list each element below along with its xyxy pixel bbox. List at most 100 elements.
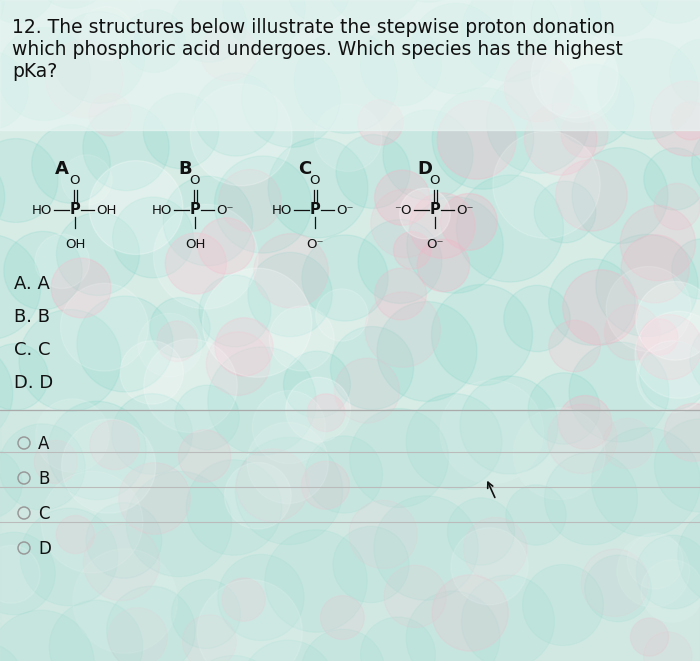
- Circle shape: [374, 170, 430, 225]
- Circle shape: [463, 518, 527, 581]
- Circle shape: [0, 234, 41, 340]
- Circle shape: [163, 176, 253, 266]
- Circle shape: [36, 399, 109, 472]
- Circle shape: [690, 0, 700, 7]
- Circle shape: [222, 578, 265, 621]
- Circle shape: [218, 555, 304, 641]
- Circle shape: [411, 3, 501, 94]
- Circle shape: [461, 575, 554, 661]
- Circle shape: [581, 549, 649, 617]
- Text: which phosphoric acid undergoes. Which species has the highest: which phosphoric acid undergoes. Which s…: [12, 40, 623, 59]
- Text: A: A: [55, 160, 69, 178]
- Circle shape: [119, 463, 190, 534]
- Circle shape: [20, 508, 118, 605]
- Circle shape: [513, 0, 571, 39]
- Circle shape: [241, 49, 340, 147]
- Circle shape: [417, 239, 470, 292]
- Circle shape: [522, 564, 603, 646]
- Bar: [0, 0, 700, 130]
- Circle shape: [563, 270, 638, 345]
- Circle shape: [440, 194, 497, 251]
- Text: O⁻: O⁻: [426, 238, 444, 251]
- Circle shape: [637, 315, 700, 379]
- Circle shape: [400, 188, 450, 239]
- Circle shape: [185, 656, 281, 661]
- Circle shape: [431, 284, 533, 385]
- Circle shape: [34, 440, 78, 484]
- Circle shape: [374, 496, 478, 600]
- Circle shape: [323, 0, 424, 25]
- Circle shape: [603, 418, 653, 469]
- Circle shape: [549, 258, 636, 345]
- Circle shape: [584, 555, 651, 622]
- Circle shape: [195, 73, 278, 156]
- Text: P: P: [69, 202, 80, 217]
- Circle shape: [46, 40, 123, 118]
- Circle shape: [358, 100, 403, 145]
- Circle shape: [636, 340, 700, 413]
- Circle shape: [53, 12, 145, 103]
- Circle shape: [654, 183, 700, 229]
- Circle shape: [0, 424, 85, 510]
- Circle shape: [223, 0, 305, 49]
- Text: HO: HO: [152, 204, 172, 217]
- Circle shape: [670, 39, 700, 106]
- Circle shape: [144, 339, 237, 432]
- Circle shape: [640, 341, 700, 410]
- Circle shape: [284, 351, 351, 418]
- Circle shape: [219, 169, 281, 231]
- Circle shape: [486, 71, 589, 173]
- Circle shape: [528, 373, 600, 444]
- Text: A: A: [38, 435, 50, 453]
- Circle shape: [461, 0, 561, 81]
- Circle shape: [559, 395, 612, 449]
- Circle shape: [438, 100, 516, 179]
- Circle shape: [451, 527, 528, 605]
- Circle shape: [202, 268, 312, 377]
- Circle shape: [32, 0, 113, 8]
- Circle shape: [186, 460, 281, 555]
- Circle shape: [690, 320, 700, 398]
- Circle shape: [215, 318, 273, 376]
- Circle shape: [268, 138, 368, 238]
- Circle shape: [183, 615, 236, 661]
- Text: OH: OH: [65, 238, 85, 251]
- Circle shape: [286, 377, 351, 442]
- Circle shape: [386, 0, 473, 2]
- Circle shape: [89, 93, 132, 136]
- Text: P: P: [190, 202, 200, 217]
- Circle shape: [596, 235, 698, 336]
- Circle shape: [62, 419, 155, 513]
- Circle shape: [377, 301, 477, 401]
- Text: O⁻: O⁻: [307, 238, 323, 251]
- Circle shape: [384, 565, 447, 627]
- Circle shape: [678, 505, 700, 605]
- Circle shape: [0, 344, 48, 410]
- Circle shape: [407, 197, 503, 293]
- Circle shape: [190, 84, 292, 186]
- Circle shape: [199, 275, 271, 347]
- Circle shape: [316, 289, 368, 341]
- Circle shape: [60, 284, 148, 371]
- Circle shape: [493, 131, 600, 239]
- Circle shape: [531, 32, 617, 118]
- Bar: [0, 410, 700, 661]
- Circle shape: [433, 88, 533, 189]
- Circle shape: [77, 296, 173, 392]
- Text: O: O: [70, 175, 80, 188]
- Circle shape: [235, 438, 342, 545]
- Circle shape: [48, 401, 146, 500]
- Circle shape: [254, 233, 328, 308]
- Circle shape: [178, 430, 231, 483]
- Text: C: C: [38, 505, 50, 523]
- Circle shape: [51, 258, 111, 318]
- Text: pKa?: pKa?: [12, 62, 57, 81]
- Circle shape: [90, 420, 139, 470]
- Circle shape: [569, 342, 669, 442]
- Circle shape: [374, 268, 426, 320]
- Circle shape: [153, 204, 258, 309]
- Circle shape: [524, 103, 596, 175]
- Circle shape: [197, 580, 302, 661]
- Circle shape: [621, 235, 690, 303]
- Circle shape: [302, 461, 349, 509]
